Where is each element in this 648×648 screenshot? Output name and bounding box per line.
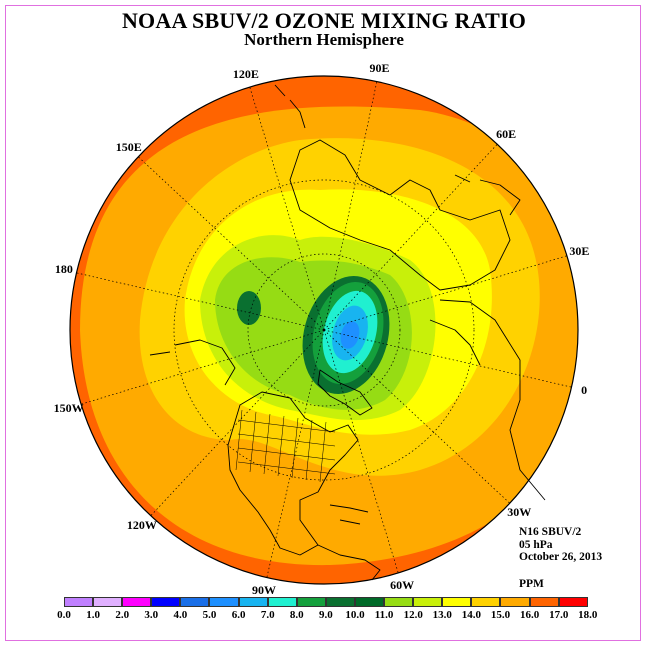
us-state-lines [235,409,336,483]
date-label: October 26, 2013 [519,551,603,563]
coast-greenland [317,369,373,416]
longitude-label: 90W [251,582,276,597]
colorbar-segment [296,597,326,607]
colorbar-tick-label: 14.0 [461,609,482,621]
colorbar-tick-label: 8.0 [289,609,304,621]
colorbar-segment [529,597,559,607]
coast-europe-africa [429,299,546,501]
colorbar-segment [325,597,355,607]
map-subtitle: Northern Hemisphere [244,30,404,49]
colorbar-tick-label: 16.0 [519,609,540,621]
colorbar-tick-label: 11.0 [374,609,394,621]
coast-caribbean [329,504,369,525]
graticule [76,81,572,578]
coast-asia [289,139,511,291]
latitude-circle-60 [247,253,401,407]
colorbar-segment [122,597,152,607]
coast-north-america [227,391,359,556]
colorbar-tick-label: 0.0 [57,609,71,621]
colorbar-tick-label: 4.0 [173,609,188,621]
longitude-label: 150W [53,400,84,415]
longitude-label: 60W [390,577,415,592]
colorbar-tick-label: 9.0 [319,609,333,621]
colorbar-segment [558,597,588,607]
coast-alaska [149,339,236,386]
colorbar-tick-label: 18.0 [578,609,598,621]
colorbar-segment [238,597,268,607]
units-label: PPM [519,577,544,590]
colorbar-tick-label: 3.0 [144,609,159,621]
longitude-label: 0 [581,382,588,397]
colorbar-segment [354,597,385,607]
colorbar-segment [384,597,414,607]
colorbar-segment [64,597,94,607]
colorbar-tick-label: 12.0 [403,609,423,621]
product-info: N16 SBUV/2 05 hPa October 26, 2013 PPM [519,526,602,590]
colorbar-tick-label: 2.0 [115,609,130,621]
colorbar-segment [180,597,210,607]
field-band-10-west [237,291,261,325]
longitude-label: 90E [369,61,390,76]
colorbar-segment [442,597,472,607]
longitude-label: 180 [54,262,73,277]
colorbar-tick-label: 7.0 [260,609,275,621]
colorbar-segment [93,597,123,607]
colorbar-tick-label: 5.0 [202,609,217,621]
colorbar-tick-label: 6.0 [231,609,246,621]
colorbar-tick-label: 15.0 [490,609,511,621]
colorbar-tick-label: 10.0 [345,609,365,621]
longitude-label: 150E [115,140,142,155]
coast-south-america [317,544,381,581]
latitude-circle-30 [173,179,475,481]
colorbar [64,597,588,607]
instrument-label: N16 SBUV/2 [519,526,582,538]
map-boundary [69,75,579,585]
longitude-label: 60E [496,127,517,142]
coastlines [149,84,546,581]
longitude-label: 120E [232,67,259,82]
figure-frame [5,5,641,641]
colorbar-tick-label: 1.0 [86,609,100,621]
colorbar-tick-label: 13.0 [432,609,452,621]
coast-japan [274,84,306,129]
map-title: NOAA SBUV/2 OZONE MIXING RATIO [121,8,527,33]
pressure-level-label: 05 hPa [519,538,553,551]
longitude-label: 120W [126,517,157,532]
colorbar-segment [151,597,181,607]
colorbar-segment [267,597,297,607]
field-band-5 [340,321,360,349]
colorbar-segment [413,597,443,607]
colorbar-tick-label: 17.0 [549,609,569,621]
longitude-label: 30W [507,504,532,519]
coast-india-arabia [454,174,521,216]
colorbar-segment [209,597,239,607]
colorbar-segment [500,597,530,607]
colorbar-segment [471,597,501,607]
longitude-label: 30E [569,244,590,259]
